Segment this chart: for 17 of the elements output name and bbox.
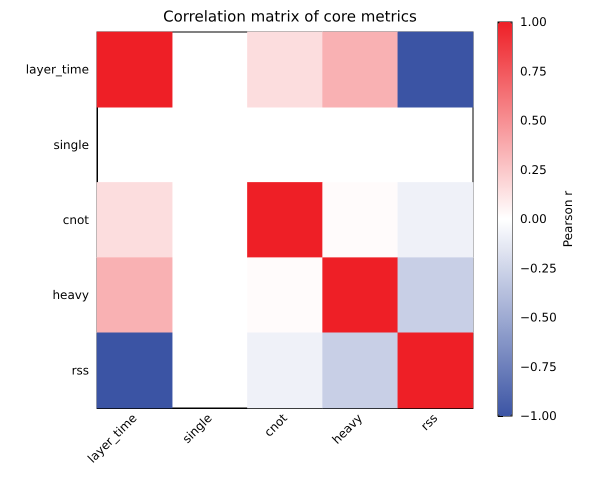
y-tick-label: single (53, 138, 89, 152)
y-tick-label: cnot (62, 213, 90, 227)
color-bar-label: 0.00 (520, 212, 547, 226)
color-bar-label: −0.25 (520, 261, 557, 276)
chart-title: Correlation matrix of core metrics (163, 8, 418, 26)
color-bar-label: 0.50 (520, 114, 547, 128)
color-bar-label: −0.75 (520, 360, 557, 374)
color-bar-label: 0.75 (520, 64, 547, 78)
color-bar-label: 0.25 (520, 162, 547, 177)
color-bar-label: −1.00 (520, 409, 557, 423)
y-tick-label: heavy (52, 288, 89, 302)
color-bar-title: Pearson r (561, 190, 575, 248)
y-tick-label: layer_time (26, 62, 89, 77)
color-bar-label: 1.00 (520, 15, 547, 29)
x-tick-label: rss (418, 411, 440, 434)
color-bar-label: −0.50 (520, 310, 557, 324)
y-tick-label: rss (72, 363, 89, 378)
